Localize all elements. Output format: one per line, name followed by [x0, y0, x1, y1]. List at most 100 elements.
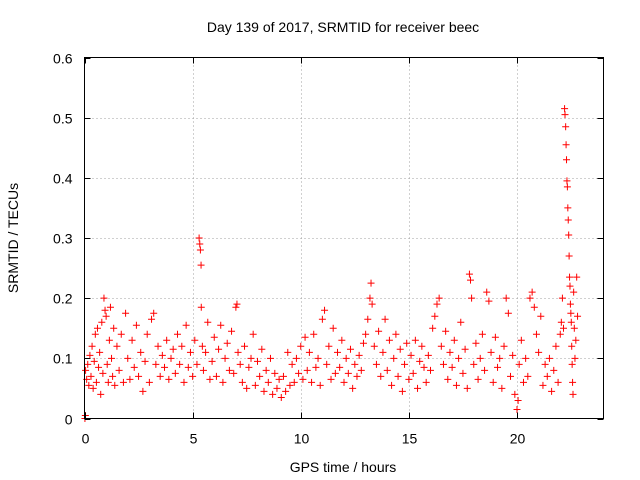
data-point — [141, 357, 149, 365]
data-point — [463, 384, 471, 392]
data-point — [327, 375, 335, 383]
data-point — [104, 378, 112, 386]
data-point — [530, 303, 538, 311]
data-point — [102, 312, 110, 320]
data-point — [474, 375, 482, 383]
data-point — [173, 330, 181, 338]
data-point — [564, 216, 572, 224]
data-point — [558, 294, 566, 302]
data-point — [336, 363, 344, 371]
data-point — [379, 348, 387, 356]
data-point — [271, 369, 279, 377]
data-point — [416, 357, 424, 365]
data-point — [465, 270, 473, 278]
data-point — [489, 378, 497, 386]
data-point — [563, 177, 571, 185]
data-point — [571, 354, 579, 362]
data-point — [251, 381, 259, 389]
data-point — [135, 372, 143, 380]
data-point — [262, 366, 270, 374]
data-point — [199, 366, 207, 374]
data-point — [411, 336, 419, 344]
y-tick-label: 0.4 — [53, 171, 73, 187]
data-point — [539, 381, 547, 389]
data-point — [208, 357, 216, 365]
data-point — [573, 273, 581, 281]
data-point — [424, 351, 432, 359]
data-point — [568, 342, 576, 350]
data-point — [92, 378, 100, 386]
x-axis-label: GPS time / hours — [290, 459, 397, 475]
data-point — [93, 324, 101, 332]
data-point — [230, 369, 238, 377]
data-point — [476, 354, 484, 362]
x-tick-label: 0 — [82, 431, 90, 447]
data-point — [545, 354, 553, 362]
data-point — [357, 366, 365, 374]
data-point — [196, 240, 204, 248]
data-point — [572, 336, 580, 344]
data-point — [342, 354, 350, 362]
data-point — [189, 372, 197, 380]
data-point — [559, 324, 567, 332]
data-point — [105, 336, 113, 344]
data-point — [225, 366, 233, 374]
data-point — [448, 363, 456, 371]
data-point — [202, 348, 210, 356]
data-point — [97, 390, 105, 398]
data-point — [418, 342, 426, 350]
data-point — [509, 351, 517, 359]
y-tick-label: 0.5 — [53, 111, 73, 127]
data-point — [305, 348, 313, 356]
data-point — [478, 330, 486, 338]
data-point — [461, 345, 469, 353]
data-point — [165, 375, 173, 383]
data-point — [101, 306, 109, 314]
data-point — [502, 294, 510, 302]
data-point — [109, 372, 117, 380]
data-point — [570, 288, 578, 296]
data-point — [563, 156, 571, 164]
data-point — [435, 294, 443, 302]
data-point — [186, 348, 194, 356]
data-point — [184, 363, 192, 371]
data-point — [308, 378, 316, 386]
data-point — [210, 333, 218, 341]
data-point — [334, 348, 342, 356]
data-point — [178, 342, 186, 350]
data-point — [113, 342, 121, 350]
data-point — [468, 294, 476, 302]
data-point — [431, 312, 439, 320]
data-point — [223, 339, 231, 347]
data-point — [115, 366, 123, 374]
data-point — [108, 354, 116, 362]
data-point — [126, 375, 134, 383]
data-point — [574, 312, 582, 320]
axis-ticks — [84, 57, 604, 420]
data-point — [485, 297, 493, 305]
data-point — [243, 384, 251, 392]
data-point — [550, 366, 558, 374]
data-point — [182, 321, 190, 329]
data-point — [86, 351, 94, 359]
data-point — [87, 372, 95, 380]
data-point — [233, 300, 241, 308]
data-point — [556, 330, 564, 338]
data-point — [299, 375, 307, 383]
data-point — [238, 378, 246, 386]
tick-labels: 0 5 10 15 20 0 0.1 0.2 0.3 0.4 0.5 0.6 — [53, 51, 525, 447]
data-point — [171, 369, 179, 377]
y-tick-label: 0.2 — [53, 291, 73, 307]
data-point — [364, 315, 372, 323]
data-point — [567, 309, 575, 317]
data-point — [117, 330, 125, 338]
data-point — [392, 330, 400, 338]
data-point — [91, 330, 99, 338]
data-point — [260, 387, 268, 395]
data-point — [388, 381, 396, 389]
data-point — [215, 345, 223, 353]
data-point — [139, 387, 147, 395]
data-point — [84, 360, 92, 368]
data-point — [517, 336, 525, 344]
